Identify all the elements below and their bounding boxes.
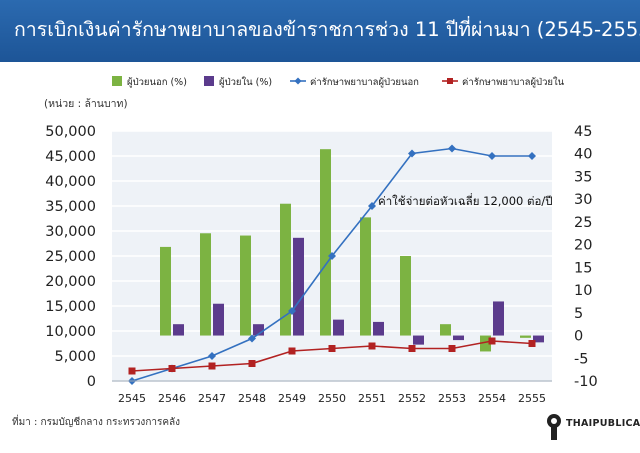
y-right-tick-label: 5: [574, 306, 583, 322]
point-outpatient-cost: [208, 352, 216, 360]
y-right-tick-label: 15: [574, 260, 592, 276]
x-tick-label: 2554: [478, 392, 506, 405]
legend-inpatient-pct: ผู้ป่วยใน (%): [219, 76, 272, 88]
legend-swatch: [112, 76, 122, 86]
x-tick-label: 2545: [118, 392, 146, 405]
bar-outpatient-pct: [200, 233, 211, 336]
x-tick-label: 2551: [358, 392, 386, 405]
y-right-tick-label: 35: [574, 169, 592, 185]
y-left-tick-label: 35,000: [45, 199, 96, 215]
y-left-tick-label: 10,000: [45, 324, 96, 340]
point-outpatient-cost: [288, 307, 296, 315]
bar-inpatient-pct: [453, 335, 464, 341]
y-left-tick-label: 50,000: [45, 124, 96, 140]
page-title: การเบิกเงินค่ารักษาพยาบาลของข้าราชการช่ว…: [14, 18, 640, 41]
combo-chart: 0 5,000 10,000 15,000 20,000 25,000 30,000 35,0…: [44, 76, 598, 405]
y-right-tick-label: 30: [574, 192, 592, 208]
title-banner: การเบิกเงินค่ารักษาพยาบาลของข้าราชการช่ว…: [0, 0, 640, 62]
point-outpatient-cost: [488, 152, 496, 160]
bar-outpatient-pct: [440, 324, 451, 336]
y-left-tick-label: 20,000: [45, 274, 96, 290]
source-note: ที่มา : กรมบัญชีกลาง กระทรวงการคลัง: [12, 417, 181, 428]
thaipublica-logo-icon: [547, 414, 561, 440]
point-inpatient-cost: [248, 360, 256, 367]
legend-outpatient-cost: ค่ารักษาพยาบาลผู้ป่วยนอก: [310, 77, 419, 88]
y-right-tick-label: 0: [574, 329, 583, 345]
point-inpatient-cost: [288, 347, 296, 355]
y-left-tick-label: 15,000: [45, 299, 96, 315]
point-outpatient-cost: [328, 252, 336, 260]
legend-outpatient-pct: ผู้ป่วยนอก (%): [127, 77, 187, 88]
x-tick-label: 2552: [398, 392, 426, 405]
bar-outpatient-pct: [360, 217, 371, 336]
x-tick-label: 2548: [238, 392, 266, 405]
point-inpatient-cost: [528, 340, 536, 347]
y-right-tick-label: 45: [574, 124, 592, 140]
x-tick-label: 2547: [198, 392, 226, 405]
point-inpatient-cost: [208, 362, 216, 370]
bar-inpatient-pct: [333, 319, 344, 336]
bar-outpatient-pct: [400, 256, 411, 336]
y-left-tick-label: 45,000: [45, 149, 96, 165]
x-tick-label: 2546: [158, 392, 186, 405]
x-tick-label: 2550: [318, 392, 346, 405]
point-inpatient-cost: [488, 337, 496, 345]
bar-outpatient-pct: [280, 203, 291, 336]
y-left-tick-label: 30,000: [45, 224, 96, 240]
bar-inpatient-pct: [373, 321, 384, 336]
point-outpatient-cost: [368, 202, 376, 210]
bar-outpatient-pct: [520, 335, 531, 338]
bar-inpatient-pct: [253, 324, 264, 336]
point-inpatient-cost: [328, 345, 336, 352]
bar-outpatient-pct: [480, 335, 491, 352]
point-outpatient-cost: [248, 334, 256, 343]
y-left-tick-label: 0: [87, 374, 96, 390]
y-right-tick-label: -10: [574, 374, 598, 390]
logo-text: THAIPUBLICA: [566, 418, 640, 429]
bar-inpatient-pct: [213, 303, 224, 336]
y-right-tick-label: 25: [574, 215, 592, 231]
legend-inpatient-cost: ค่ารักษาพยาบาลผู้ป่วยใน: [462, 76, 565, 88]
point-outpatient-cost: [448, 144, 456, 153]
point-outpatient-cost: [528, 152, 536, 160]
y-right-tick-label: -5: [574, 351, 588, 367]
legend-marker: [447, 78, 453, 84]
unit-label: (หน่วย : ล้านบาท): [44, 98, 128, 110]
bar-outpatient-pct: [240, 235, 251, 336]
bar-outpatient-pct: [320, 149, 331, 336]
bar-inpatient-pct: [173, 324, 184, 336]
y-left-tick-label: 5,000: [54, 349, 96, 365]
bar-outpatient-pct: [160, 246, 171, 336]
legend-marker: [294, 77, 302, 85]
y-left-tick-label: 25,000: [45, 249, 96, 265]
bar-inpatient-pct: [413, 335, 424, 345]
y-right-tick-label: 40: [574, 147, 592, 163]
chart-annotation: ค่าใช้จ่ายต่อหัวเฉลี่ย 12,000 ต่อ/ปี: [378, 193, 553, 208]
point-inpatient-cost: [448, 345, 456, 352]
y-left-tick-label: 40,000: [45, 174, 96, 190]
x-tick-label: 2553: [438, 392, 466, 405]
point-inpatient-cost: [168, 365, 176, 372]
point-inpatient-cost: [408, 345, 416, 352]
point-outpatient-cost: [408, 149, 416, 158]
point-inpatient-cost: [368, 342, 376, 350]
y-right-tick-label: 10: [574, 283, 592, 299]
x-tick-label: 2555: [518, 392, 546, 405]
bar-inpatient-pct: [293, 237, 304, 336]
bar-inpatient-pct: [533, 335, 544, 343]
bar-inpatient-pct: [493, 301, 504, 336]
point-inpatient-cost: [128, 367, 136, 375]
x-tick-label: 2549: [278, 392, 306, 405]
legend-swatch: [204, 76, 214, 86]
y-right-tick-label: 20: [574, 238, 592, 254]
